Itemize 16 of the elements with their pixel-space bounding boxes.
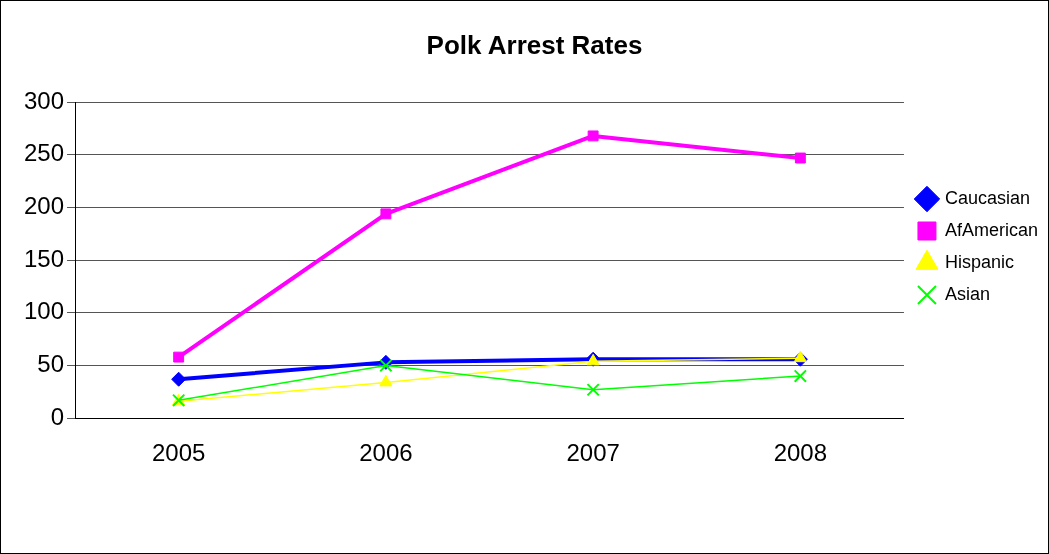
y-tick-label: 0	[50, 402, 65, 430]
x-tick-label: 2005	[151, 439, 206, 467]
legend-label: Hispanic	[944, 251, 1014, 272]
x-tick-label: 2006	[359, 439, 413, 467]
x-tick-label: 2007	[566, 439, 620, 467]
y-tick-label: 100	[24, 297, 65, 325]
y-tick-label: 250	[24, 139, 65, 167]
legend-label: AfAmerican	[944, 219, 1039, 240]
y-tick-label: 300	[24, 86, 65, 114]
y-tick-label: 200	[24, 192, 65, 220]
chart-title: Polk Arrest Rates	[426, 29, 643, 60]
legend-label: Asian	[944, 283, 990, 304]
x-tick-label: 2008	[773, 439, 828, 467]
y-tick-label: 50	[37, 350, 65, 378]
legend-label: Caucasian	[944, 187, 1031, 208]
y-tick-label: 150	[24, 244, 65, 272]
